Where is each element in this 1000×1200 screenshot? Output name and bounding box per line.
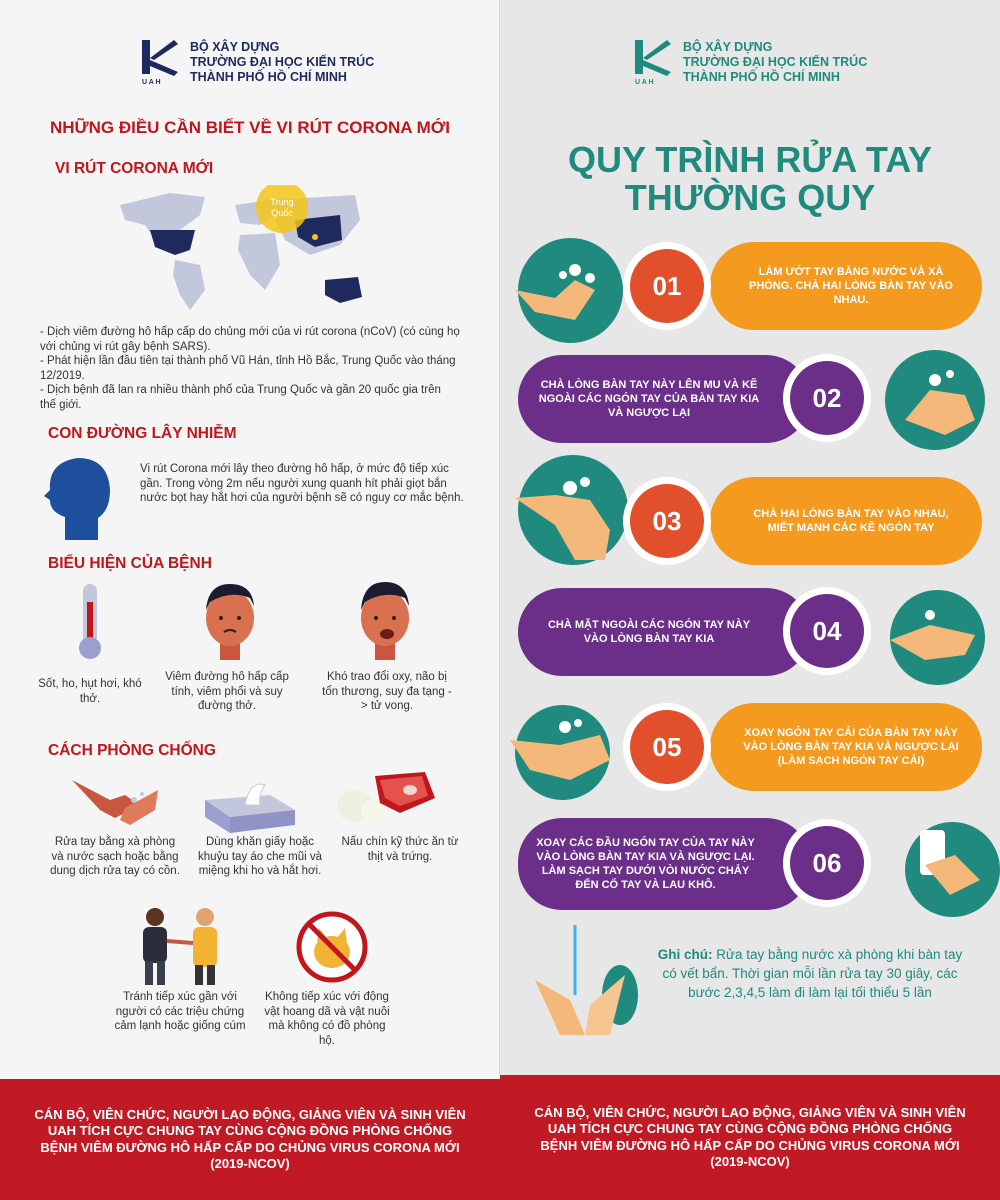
map-label-china: Trung (270, 197, 293, 207)
uah-logo-teal: U A H BỘ XÂY DỰNG TRƯỜNG ĐẠI HỌC KIẾN TR… (633, 38, 867, 86)
step-4-hands-icon (890, 610, 975, 660)
step-1-pill: LÀM ƯỚT TAY BẰNG NƯỚC VÀ XÀ PHÒNG. CHÀ H… (710, 242, 982, 330)
prevention-4: Tránh tiếp xúc gần với người có các triệ… (114, 991, 246, 1032)
step-2-number: 02 (790, 361, 864, 435)
faucet-hands-icon (535, 925, 638, 1035)
prevention-5: Không tiếp xúc với động vật hoang dã và … (264, 991, 390, 1047)
step-6-pill: XOAY CÁC ĐẦU NGÓN TAY CỦA TAY NÀY VÀO LÒ… (518, 818, 810, 910)
coughing-face-icon (361, 582, 409, 660)
prevention-2: Dùng khăn giấy hoặc khuỷu tay áo che mũi… (197, 836, 322, 877)
logo-line-1: BỘ XÂY DỰNG (683, 39, 773, 54)
right-panel: U A H BỘ XÂY DỰNG TRƯỜNG ĐẠI HỌC KIẾN TR… (500, 0, 1000, 1200)
left-panel: U A H BỘ XÂY DỰNG TRƯỜNG ĐẠI HỌC KIẾN TR… (0, 38, 500, 1200)
uah-logo-icon: U A H (142, 40, 178, 86)
tissue-box-icon (205, 783, 295, 833)
no-animals-icon (296, 911, 368, 983)
right-title-line-2: THƯỜNG QUY (624, 177, 876, 218)
virus-bullet-3: - Dịch bệnh đã lan ra nhiều thành phố củ… (40, 384, 441, 411)
svg-text:Quốc: Quốc (271, 208, 293, 218)
step-4-pill: CHÀ MẶT NGOÀI CÁC NGÓN TAY NÀY VÀO LÒNG … (518, 588, 810, 676)
logo-line-1: BỘ XÂY DỰNG (190, 39, 280, 54)
virus-bullets: - Dịch viêm đường hô hấp cấp do chủng mớ… (40, 325, 460, 412)
uah-logo-icon: U A H (635, 40, 671, 86)
step-5-hands-icon (510, 719, 610, 780)
uah-logo: U A H BỘ XÂY DỰNG TRƯỜNG ĐẠI HỌC KIẾN TR… (140, 38, 374, 86)
right-footer: CÁN BỘ, VIÊN CHỨC, NGƯỜI LAO ĐỘNG, GIẢNG… (500, 1075, 1000, 1200)
left-footer: CÁN BỘ, VIÊN CHỨC, NGƯỜI LAO ĐỘNG, GIẢNG… (0, 1079, 500, 1200)
left-title: NHỮNG ĐIỀU CẦN BIẾT VỀ VI RÚT CORONA MỚI (49, 118, 451, 137)
thermometer-icon (79, 584, 101, 659)
step-4-number: 04 (790, 594, 864, 668)
note: Ghi chú: Rửa tay bằng nước xà phòng khi … (650, 945, 970, 1002)
logo-line-3: THÀNH PHỐ HỒ CHÍ MINH (190, 69, 347, 84)
people-handshake-icon (143, 908, 217, 985)
symptoms-heading: BIỂU HIỆN CỦA BỆNH (48, 555, 212, 572)
logo-line-3: THÀNH PHỐ HỒ CHÍ MINH (683, 69, 840, 84)
symptom-3: Khó trao đổi oxy, não bị tổn thương, suy… (322, 671, 452, 712)
symptom-2: Viêm đường hô hấp cấp tính, viêm phổi và… (165, 671, 289, 712)
sick-face-icon (206, 584, 254, 660)
step-3-pill: CHÀ HAI LÒNG BÀN TAY VÀO NHAU, MIẾT MẠNH… (710, 477, 982, 565)
world-map: Trung Quốc (120, 185, 362, 310)
meat-egg-icon (337, 772, 435, 825)
virus-bullet-1: - Dịch viêm đường hô hấp cấp do chủng mớ… (40, 326, 460, 353)
logo-line-2: TRƯỜNG ĐẠI HỌC KIẾN TRÚC (683, 54, 868, 69)
prevention-1: Rửa tay bằng xà phòng và nước sạch hoặc … (50, 836, 180, 877)
prevention-heading: CÁCH PHÒNG CHỐNG (48, 742, 216, 759)
note-text: Rửa tay bằng nước xà phòng khi bàn tay c… (662, 947, 963, 1000)
virus-bullet-2: - Phát hiện lần đầu tiên tại thành phố V… (40, 355, 456, 382)
step-5-number: 05 (630, 710, 704, 784)
virus-heading: VI RÚT CORONA MỚI (55, 160, 214, 177)
step-3-number: 03 (630, 484, 704, 558)
handwashing-icon (72, 780, 158, 825)
transmission-text: Vi rút Corona mới lây theo đường hô hấp,… (140, 463, 464, 504)
step-5-pill: XOAY NGÓN TAY CÁI CỦA BÀN TAY NÀY VÀO LÒ… (710, 703, 982, 791)
note-label: Ghi chú: (657, 947, 713, 962)
step-3-hands-icon (515, 477, 610, 560)
prevention-3: Nấu chín kỹ thức ăn từ thịt và trứng. (341, 836, 459, 863)
step-6-number: 06 (790, 826, 864, 900)
svg-text:U A H: U A H (142, 79, 161, 86)
right-title-line-1: QUY TRÌNH RỬA TAY (568, 139, 932, 180)
step-2-hands-icon (905, 370, 975, 435)
logo-line-2: TRƯỜNG ĐẠI HỌC KIẾN TRÚC (190, 54, 375, 69)
head-profile-icon (40, 458, 110, 540)
svg-text:U A H: U A H (635, 79, 654, 86)
step-2-pill: CHÀ LÒNG BÀN TAY NÀY LÊN MU VÀ KẼ NGOÀI … (518, 355, 810, 443)
step-6-hands-icon (920, 830, 980, 895)
transmission-heading: CON ĐƯỜNG LÂY NHIỄM (48, 425, 237, 442)
step-1-hands-icon (515, 264, 595, 320)
symptom-1: Sốt, ho, hụt hơi, khó thở. (38, 678, 142, 705)
step-1-number: 01 (630, 249, 704, 323)
